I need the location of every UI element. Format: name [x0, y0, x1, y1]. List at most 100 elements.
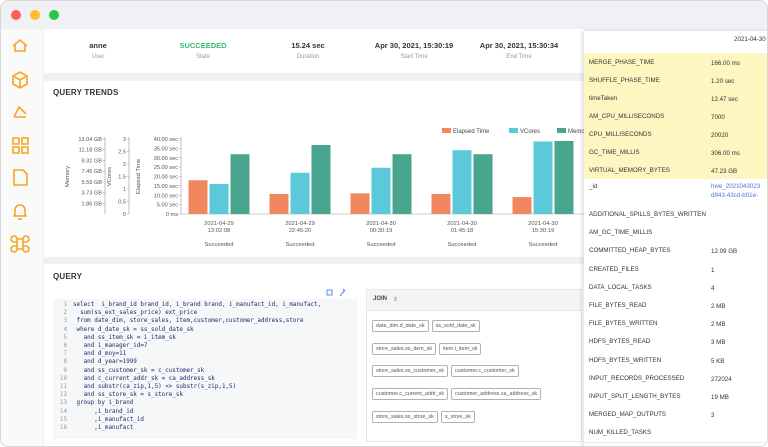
axis-title: Memory — [65, 166, 71, 187]
join-tag: store_sales.ss_customer_sk — [372, 365, 449, 378]
detail-value: 2 MB — [711, 321, 726, 329]
bar — [533, 141, 553, 214]
bar — [230, 154, 250, 214]
join-tag: customer_address.ca_address_sk — [451, 388, 542, 401]
detail-value: 12.47 sec — [711, 96, 738, 103]
command-icon[interactable] — [10, 235, 30, 253]
line-number: 15 — [59, 416, 67, 423]
zoom-button[interactable] — [49, 10, 59, 20]
axis-title: Elapsed Time — [136, 159, 142, 194]
detail-row: HDFS_BYTES_WRITTEN 5 KB — [584, 350, 767, 370]
cube-icon[interactable] — [12, 71, 28, 89]
detail-key: _id — [589, 183, 598, 190]
code-line: from date_dim, store_sales, item,custome… — [73, 318, 304, 325]
y-tick-label: 5.59 GB — [81, 180, 102, 186]
y-tick-label: 3 — [123, 137, 126, 143]
y-tick-label: 0.5 — [118, 200, 126, 206]
code-line: and ss_customer_sk = c_customer_sk — [73, 367, 205, 374]
join-tag: store_sales.ss_item_sk — [372, 342, 437, 355]
join-tag: customer.c_customer_sk — [451, 365, 519, 378]
join-tag: date_dim.d_date_sk — [372, 320, 429, 332]
detail-key: DATA_LOCAL_TASKS — [589, 283, 652, 291]
join-row: store_sales.ss_customer_sk customer.c_cus… — [372, 359, 578, 378]
y-tick-label: 7.45 GB — [81, 169, 102, 175]
detail-key: AM_GC_TIME_MILLIS — [589, 229, 653, 237]
bell-icon[interactable] — [13, 204, 27, 220]
detail-row: COMMITTED_HEAP_BYTES 12.09 GB — [584, 241, 767, 261]
x-tick-label: 2021-04-29 22:45:20 — [285, 221, 315, 234]
summary-value: Apr 30, 2021, 15:30:34 — [479, 41, 559, 50]
detail-key: SHUFFLE_PHASE_TIME — [589, 77, 660, 84]
grid-icon[interactable] — [12, 137, 29, 154]
join-tag: item.i_item_sk — [439, 342, 482, 355]
detail-key: INPUT_RECORDS_PROCESSED — [589, 374, 685, 382]
bar — [473, 154, 493, 214]
editor-actions — [326, 288, 346, 297]
code-line: and i_manager_id=7 — [73, 343, 148, 349]
y-tick-label: 1.5 — [118, 175, 126, 181]
code-line: ,i_manufact — [73, 425, 134, 431]
legend-label: Elapsed Time — [453, 129, 490, 135]
detail-value: hive_2021043023 d843-43cd-b01e- — [711, 183, 761, 199]
y-tick-label: 25.00 sec — [154, 165, 178, 171]
category-status: Succeeded — [204, 242, 234, 248]
detail-key: MERGE_PHASE_TIME — [589, 59, 655, 66]
axis-title: VCores — [107, 167, 113, 186]
join-tag: store_sales.ss_store_sk — [372, 410, 438, 423]
detail-value: 12.09 GB — [711, 248, 738, 256]
detail-key: INPUT_SPLIT_LENGTH_BYTES — [589, 393, 681, 400]
summary-value: SUCCEEDED — [179, 41, 227, 50]
sidebar-icons — [10, 38, 30, 253]
join-tag: customer.c_current_addr_sk — [372, 388, 449, 401]
code-line: and ss_store_sk = s_store_sk — [73, 392, 183, 399]
detail-value: 47.23 GB — [711, 168, 738, 175]
legend-swatch — [557, 128, 566, 133]
detail-row: FILE_BYTES_WRITTEN 2 MB — [584, 314, 767, 334]
detail-key: timeTaken — [589, 95, 618, 102]
y-tick-label: 10.00 sec — [154, 193, 178, 199]
detail-value: 20020 — [711, 132, 729, 139]
graph-icon[interactable] — [13, 105, 27, 118]
detail-value: 306.00 ms — [711, 150, 740, 157]
detail-row: ADDITIONAL_SPILLS_BYTES_WRITTEN — [584, 205, 767, 225]
close-button[interactable] — [11, 10, 21, 20]
chart: 1.86 GB 3.73 GB 5.59 GB 7.45 GB 9.31 GB 11.18… — [65, 128, 584, 218]
log-icon[interactable] — [13, 169, 28, 186]
edit-icon[interactable] — [339, 288, 346, 297]
y-tick-label: 40.00 sec — [154, 137, 178, 143]
detail-value: 166.00 ms — [711, 60, 740, 67]
card-title: QUERY — [53, 272, 83, 281]
summary-label: State — [195, 54, 210, 60]
minimize-button[interactable] — [30, 10, 40, 20]
code-line: and c_current_addr_sk = ca_address_sk — [73, 375, 215, 382]
query-card: QUERY 1 select i_brand_id brand_id, i_bra… — [44, 264, 584, 446]
category-status: Succeeded — [447, 242, 477, 248]
join-row: store_sales.ss_item_sk item.i_item_sk — [372, 337, 578, 355]
copy-icon[interactable] — [326, 289, 333, 296]
summary-label: User — [91, 54, 105, 60]
detail-key: FILE_BYTES_READ — [589, 302, 647, 309]
detail-row: DATA_LOCAL_TASKS 4 — [584, 277, 767, 297]
line-number: 12 — [59, 392, 67, 399]
summary-label: Start Time — [400, 54, 428, 60]
code-line: and d_moy=11 — [73, 351, 127, 358]
details-panel: 2021-04-30 MERGE_PHASE_TIME 166.00 ms SHUF… — [584, 31, 767, 446]
y-tick-label: 13.04 GB — [78, 137, 102, 143]
detail-key: CREATED_FILES — [589, 265, 639, 273]
line-number: 9 — [63, 367, 67, 374]
home-icon[interactable] — [12, 38, 28, 52]
legend-swatch — [442, 128, 451, 133]
x-tick-label: 2021-04-29 13:02:08 — [204, 221, 234, 234]
join-header-row: JOIN ⇕ — [367, 290, 581, 311]
detail-value: 272024 — [711, 375, 732, 383]
y-tick-label: 9.31 GB — [81, 158, 102, 164]
detail-row: HDFS_BYTES_READ 3 MB — [584, 332, 767, 352]
line-number: 14 — [59, 408, 67, 415]
bar — [209, 184, 229, 214]
line-number: 7 — [63, 351, 67, 358]
sort-icon[interactable]: ⇕ — [393, 297, 399, 303]
detail-value: 7000 — [711, 114, 725, 121]
detail-row: SHUFFLE_PHASE_TIME 1.20 sec — [584, 71, 767, 90]
summary-label: End Time — [506, 54, 532, 60]
line-number: 13 — [59, 400, 67, 407]
